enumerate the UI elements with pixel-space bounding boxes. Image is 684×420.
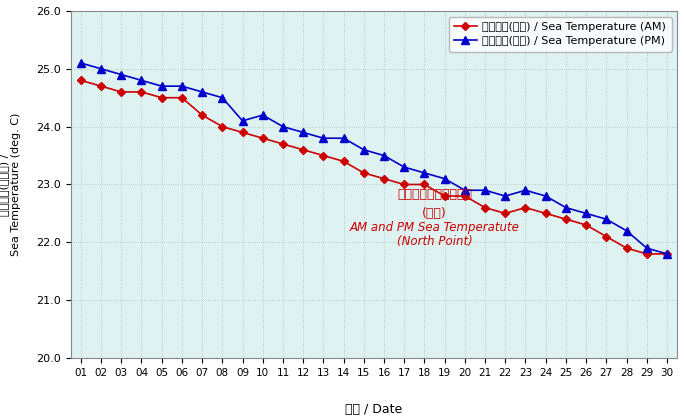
Text: (North Point): (North Point) [397, 235, 473, 248]
Text: 上午及下午的海水溫度: 上午及下午的海水溫度 [397, 189, 472, 202]
Text: (北角): (北角) [422, 207, 447, 220]
Text: 海水溫度(攝氏度) /
Sea Temperature (deg. C): 海水溫度(攝氏度) / Sea Temperature (deg. C) [0, 113, 21, 256]
Text: AM and PM Sea Temperatute: AM and PM Sea Temperatute [350, 221, 519, 234]
Text: 日期 / Date: 日期 / Date [345, 403, 402, 416]
Legend: 海水溫度(上午) / Sea Temperature (AM), 海水溫度(下午) / Sea Temperature (PM): 海水溫度(上午) / Sea Temperature (AM), 海水溫度(下午… [449, 16, 672, 52]
